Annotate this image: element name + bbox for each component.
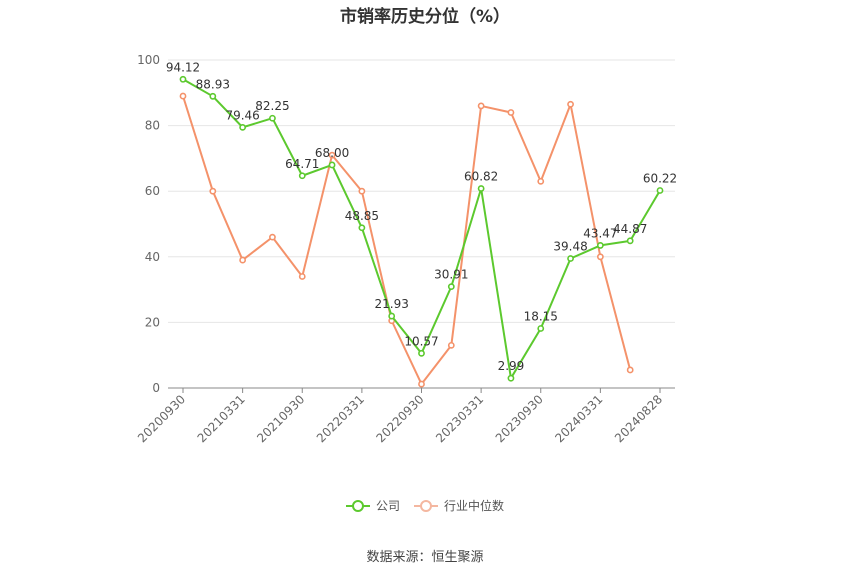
data-point-company bbox=[239, 123, 247, 131]
data-point-industry-median bbox=[418, 380, 425, 388]
data-point-industry-median bbox=[358, 187, 366, 195]
data-point-company bbox=[507, 374, 515, 382]
x-tick-label: 20240331 bbox=[552, 392, 605, 445]
data-point-industry-median bbox=[239, 256, 247, 264]
x-tick-label: 20230930 bbox=[493, 392, 546, 445]
chart-title: 市销率历史分位（%） bbox=[339, 7, 511, 27]
x-tick-label: 20220930 bbox=[374, 392, 427, 445]
data-point-industry-median bbox=[298, 273, 306, 280]
data-point-company bbox=[179, 75, 187, 83]
data-label: 21.93 bbox=[375, 297, 409, 311]
data-point-industry-median bbox=[626, 366, 634, 374]
data-point-industry-median bbox=[567, 100, 574, 108]
y-tick-label: 80 bbox=[145, 119, 160, 133]
data-point-company bbox=[656, 187, 664, 194]
data-label: 48.85 bbox=[345, 209, 379, 223]
legend-item-industry-median[interactable]: 行业中位数 bbox=[414, 497, 504, 514]
series-lines bbox=[179, 75, 664, 388]
data-point-industry-median bbox=[447, 341, 455, 349]
y-tick-label: 60 bbox=[145, 184, 160, 198]
x-tick-label: 20230331 bbox=[433, 392, 486, 445]
data-point-company bbox=[328, 161, 336, 169]
x-tick-label: 20200930 bbox=[135, 392, 188, 445]
data-label: 68.00 bbox=[315, 146, 349, 160]
legend: 公司 行业中位数 bbox=[0, 497, 850, 514]
data-point-company bbox=[537, 325, 545, 332]
data-label: 60.82 bbox=[464, 170, 498, 184]
legend-item-company[interactable]: 公司 bbox=[345, 497, 400, 514]
data-label: 94.12 bbox=[166, 60, 200, 74]
data-point-company bbox=[447, 283, 455, 291]
data-label: 10.57 bbox=[404, 334, 438, 348]
legend-label-company: 公司 bbox=[375, 499, 400, 513]
data-label: 43.47 bbox=[583, 226, 617, 240]
data-point-industry-median bbox=[537, 177, 545, 185]
data-point-company bbox=[358, 224, 366, 232]
data-point-company bbox=[388, 312, 396, 320]
data-point-company bbox=[596, 242, 604, 249]
data-label: 44.87 bbox=[613, 222, 647, 236]
data-label: 39.48 bbox=[553, 240, 587, 254]
data-label: 60.22 bbox=[643, 171, 677, 185]
grid-lines bbox=[168, 59, 675, 323]
y-tick-label: 100 bbox=[137, 53, 160, 67]
data-point-industry-median bbox=[328, 151, 336, 159]
data-point-company bbox=[626, 237, 634, 245]
data-point-industry-median bbox=[209, 187, 217, 195]
data-label: 30.91 bbox=[434, 268, 468, 282]
series-line-industry-median bbox=[182, 95, 632, 386]
data-point-industry-median bbox=[507, 109, 515, 116]
y-tick-label: 40 bbox=[145, 250, 160, 264]
x-tick-label: 20240828 bbox=[612, 392, 665, 445]
data-point-industry-median bbox=[477, 102, 485, 110]
data-point-industry-median bbox=[269, 233, 276, 241]
data-label: 64.71 bbox=[285, 157, 319, 171]
data-point-company bbox=[567, 255, 574, 262]
x-tick-label: 20210331 bbox=[195, 392, 248, 445]
data-label: 2.99 bbox=[498, 359, 525, 373]
source-note: 数据来源：恒生聚源 bbox=[366, 550, 484, 565]
x-tick-label: 20220331 bbox=[314, 392, 367, 445]
data-point-company bbox=[209, 92, 217, 100]
data-point-industry-median bbox=[179, 92, 187, 100]
legend-swatch-company bbox=[345, 499, 370, 513]
data-point-company bbox=[269, 114, 276, 122]
legend-label-industry-median: 行业中位数 bbox=[444, 499, 505, 513]
y-tick-label: 20 bbox=[145, 315, 160, 329]
data-label: 82.25 bbox=[255, 99, 289, 113]
data-label: 88.93 bbox=[196, 77, 230, 91]
data-point-company bbox=[477, 185, 485, 192]
data-point-company bbox=[418, 349, 425, 357]
y-tick-label: 0 bbox=[152, 381, 160, 395]
legend-swatch-industry-median bbox=[414, 499, 438, 513]
data-label: 79.46 bbox=[225, 108, 259, 122]
data-point-company bbox=[298, 172, 306, 180]
x-tick-label: 20210930 bbox=[254, 392, 307, 445]
data-label: 18.15 bbox=[524, 309, 558, 323]
data-point-industry-median bbox=[596, 253, 604, 261]
